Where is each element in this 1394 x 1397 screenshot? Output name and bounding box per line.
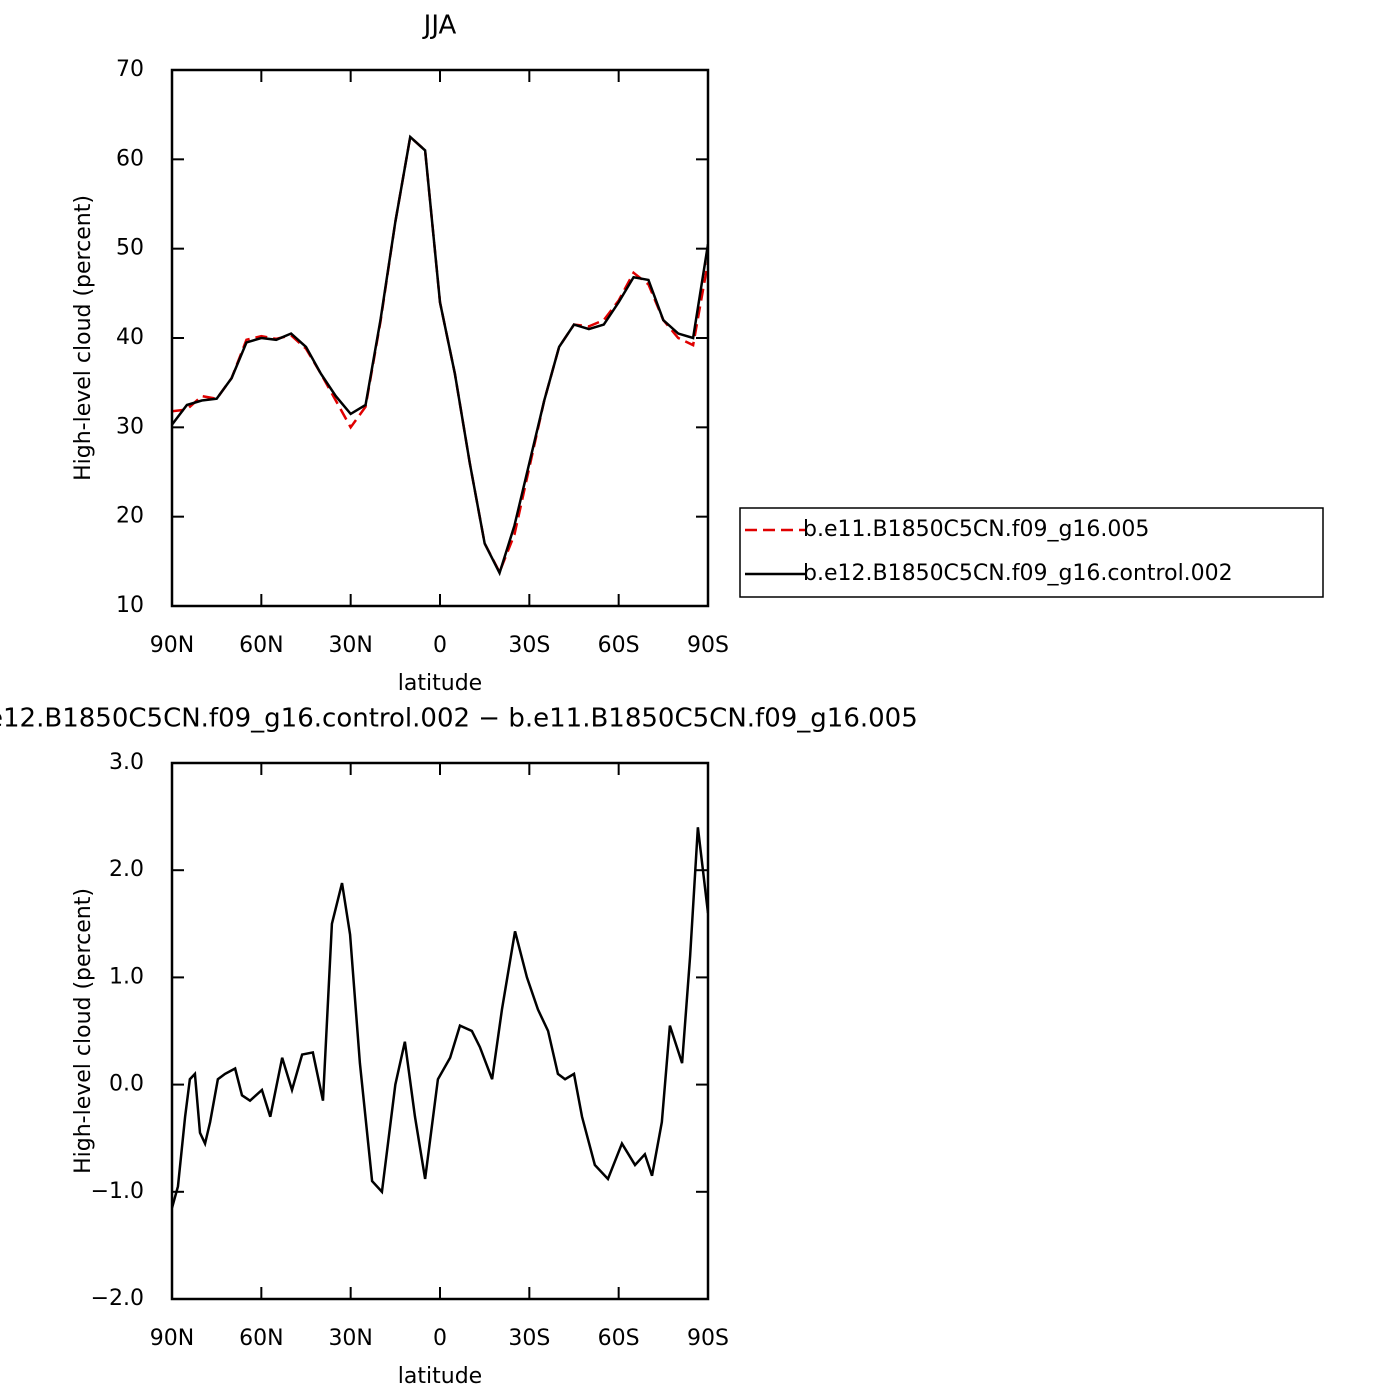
legend-label: b.e11.B1850C5CN.f09_g16.005	[803, 517, 1149, 542]
y-tick-label: 20	[116, 504, 144, 529]
series-line	[172, 134, 708, 576]
y-tick-label: 50	[116, 236, 144, 261]
y-tick-label: 30	[116, 414, 144, 439]
x-tick-label: 90N	[150, 633, 194, 658]
x-tick-label: 30S	[508, 1326, 550, 1351]
y-tick-label: 70	[116, 57, 144, 82]
x-tick-label: 30S	[508, 633, 550, 658]
chart-title: JJA	[422, 11, 457, 41]
x-tick-label: 90S	[687, 633, 729, 658]
x-tick-label: 0	[433, 633, 447, 658]
legend-label: b.e12.B1850C5CN.f09_g16.control.002	[803, 561, 1233, 586]
x-tick-label: 30N	[328, 633, 372, 658]
y-tick-label: 60	[116, 146, 144, 171]
x-tick-label: 60S	[598, 633, 640, 658]
y-tick-label: 2.0	[109, 857, 144, 882]
x-axis-label: latitude	[398, 671, 482, 696]
x-tick-label: 90S	[687, 1326, 729, 1351]
y-tick-label: 0.0	[109, 1072, 144, 1097]
series-line	[172, 134, 708, 577]
x-tick-label: 60S	[598, 1326, 640, 1351]
y-tick-label: 40	[116, 325, 144, 350]
plot-frame	[170, 761, 710, 1301]
y-tick-label: 10	[116, 593, 144, 618]
series-line	[172, 827, 708, 1209]
x-axis-label: latitude	[398, 1364, 482, 1389]
chart-title: b.e12.B1850C5CN.f09_g16.control.002 − b.…	[0, 704, 918, 734]
y-axis-label: High-level cloud (percent)	[71, 195, 96, 481]
x-tick-label: 60N	[239, 633, 283, 658]
legend-box	[739, 507, 1324, 598]
plot-frame	[170, 68, 710, 608]
y-tick-label: −2.0	[91, 1286, 144, 1311]
x-tick-label: 30N	[328, 1326, 372, 1351]
y-axis-label: High-level cloud (percent)	[71, 888, 96, 1174]
x-tick-label: 0	[433, 1326, 447, 1351]
x-tick-label: 90N	[150, 1326, 194, 1351]
y-tick-label: −1.0	[91, 1179, 144, 1204]
x-tick-label: 60N	[239, 1326, 283, 1351]
y-tick-label: 3.0	[109, 750, 144, 775]
y-tick-label: 1.0	[109, 964, 144, 989]
